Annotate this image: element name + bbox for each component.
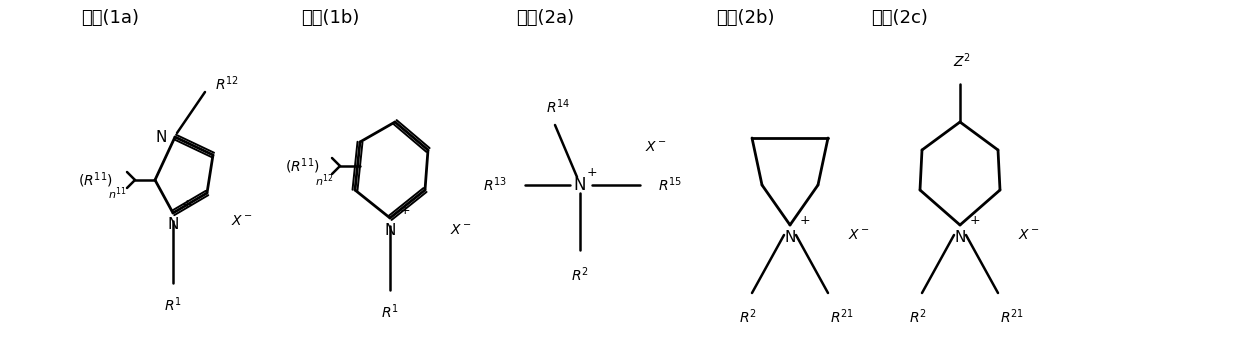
Text: $R^{15}$: $R^{15}$ <box>658 176 682 194</box>
Text: $R^{14}$: $R^{14}$ <box>546 98 570 116</box>
Text: $R^{21}$: $R^{21}$ <box>999 307 1024 326</box>
Text: +: + <box>182 199 192 212</box>
Text: +: + <box>399 203 410 216</box>
Text: $X^-$: $X^-$ <box>231 214 253 228</box>
Text: 通式(2a): 通式(2a) <box>516 9 574 27</box>
Text: $Z^2$: $Z^2$ <box>954 51 971 70</box>
Text: N: N <box>955 230 966 245</box>
Text: $R^2$: $R^2$ <box>739 307 756 326</box>
Text: N: N <box>167 217 179 232</box>
Text: $X^-$: $X^-$ <box>848 228 870 242</box>
Text: $X^-$: $X^-$ <box>1018 228 1040 242</box>
Text: N: N <box>156 130 167 144</box>
Text: $R^1$: $R^1$ <box>381 302 399 321</box>
Text: $(R^{11})$: $(R^{11})$ <box>284 156 320 176</box>
Text: +: + <box>587 166 598 179</box>
Text: +: + <box>970 213 981 226</box>
Text: +: + <box>800 213 810 226</box>
Text: $X^-$: $X^-$ <box>645 140 667 154</box>
Text: $R^{12}$: $R^{12}$ <box>215 75 239 93</box>
Text: N: N <box>384 223 396 238</box>
Text: $R^{21}$: $R^{21}$ <box>830 307 854 326</box>
Text: $R^{13}$: $R^{13}$ <box>482 176 507 194</box>
Text: 通式(2c): 通式(2c) <box>872 9 929 27</box>
Text: $R^2$: $R^2$ <box>909 307 926 326</box>
Text: 通式(1a): 通式(1a) <box>81 9 139 27</box>
Text: $R^1$: $R^1$ <box>164 295 182 314</box>
Text: $X^-$: $X^-$ <box>450 223 472 237</box>
Text: $n^{12}$: $n^{12}$ <box>315 173 334 189</box>
Text: 通式(1b): 通式(1b) <box>301 9 360 27</box>
Text: 通式(2b): 通式(2b) <box>715 9 774 27</box>
Text: $R^2$: $R^2$ <box>572 265 589 284</box>
Text: N: N <box>574 176 587 194</box>
Text: $(R^{11})$: $(R^{11})$ <box>78 170 113 190</box>
Text: N: N <box>785 230 796 245</box>
Text: $n^{11}$: $n^{11}$ <box>108 186 126 202</box>
